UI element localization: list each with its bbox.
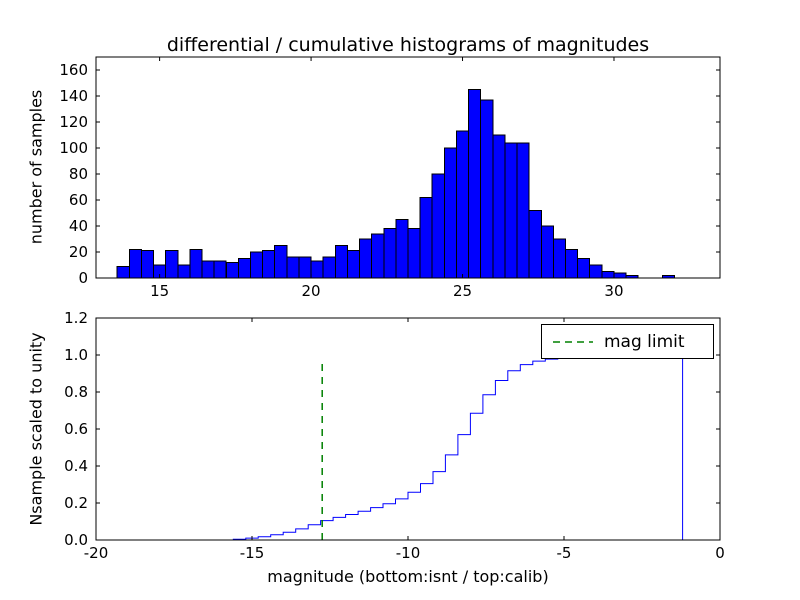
y-tick-label: 120 xyxy=(59,113,88,131)
histogram-bar xyxy=(128,248,142,279)
histogram-bar xyxy=(286,256,300,279)
histogram-bar xyxy=(334,245,348,279)
differential-histogram-axes: 15 20 25 30 0 20 40 60 80 100 120 140 160 xyxy=(59,56,721,300)
histogram-bar xyxy=(613,272,627,279)
histogram-bar xyxy=(516,142,530,279)
x-tick-label: 20 xyxy=(302,282,321,300)
x-tick-label: 25 xyxy=(453,282,472,300)
histogram-bar xyxy=(201,260,215,279)
histogram-bar xyxy=(250,251,264,279)
y-tick-label: 160 xyxy=(59,61,88,79)
histogram-bar xyxy=(577,258,591,279)
chart-title: differential / cumulative histograms of … xyxy=(166,34,650,56)
histogram-bar xyxy=(528,209,542,279)
histogram-bar xyxy=(407,228,421,279)
y-tick-label: 20 xyxy=(69,243,88,261)
y-tick-label: 0.0 xyxy=(64,531,88,549)
y-tick-label: 60 xyxy=(69,191,88,209)
x-tick-label: 30 xyxy=(604,282,623,300)
x-tick-label: 15 xyxy=(150,282,169,300)
histogram-bar xyxy=(601,271,615,279)
histogram-bar xyxy=(492,134,506,279)
histogram-bar xyxy=(565,248,579,279)
y-tick-label: 0 xyxy=(78,269,88,287)
histogram-bar xyxy=(456,130,470,279)
legend: mag limit xyxy=(541,324,714,359)
histogram-bar xyxy=(431,173,445,279)
histogram-bar xyxy=(262,250,276,279)
histogram-bar xyxy=(213,260,227,279)
y-tick-label: 0.4 xyxy=(64,457,88,475)
x-tick-label: -15 xyxy=(240,544,265,562)
histogram-bar xyxy=(177,264,191,279)
histogram-bar xyxy=(237,258,251,279)
y-tick-label: 0.8 xyxy=(64,383,88,401)
y-tick-label: 0.6 xyxy=(64,420,88,438)
histogram-bar xyxy=(346,250,360,279)
histogram-bar xyxy=(540,225,554,279)
cumulative-step-line xyxy=(232,354,684,540)
y-tick-label: 1.0 xyxy=(64,346,88,364)
histogram-bar xyxy=(504,142,518,279)
x-tick-label: -10 xyxy=(396,544,421,562)
histogram-bar xyxy=(443,147,457,279)
histogram-bar xyxy=(274,245,288,279)
histogram-bar xyxy=(552,238,567,279)
x-tick-label: 0 xyxy=(715,544,725,562)
histogram-bar xyxy=(395,219,409,279)
histogram-bar xyxy=(480,99,494,279)
x-tick-label: -20 xyxy=(84,544,109,562)
y-tick-label: 0.2 xyxy=(64,494,88,512)
histogram-bar xyxy=(225,261,239,279)
histogram-bar xyxy=(419,196,433,279)
histogram-bar xyxy=(165,250,179,279)
x-axis-label: magnitude (bottom:isnt / top:calib) xyxy=(267,567,549,586)
legend-dashed-line-sample xyxy=(553,340,593,343)
y-tick-label: 80 xyxy=(69,165,88,183)
x-tick-label: -5 xyxy=(557,544,572,562)
y-tick-label: 1.2 xyxy=(64,309,88,327)
histogram-bar xyxy=(468,89,482,279)
histogram-bar xyxy=(140,250,154,279)
histogram-bar xyxy=(189,248,203,279)
histogram-bar xyxy=(371,233,385,279)
histogram-bar xyxy=(589,264,603,279)
histogram-bar xyxy=(310,260,324,279)
histogram-bar xyxy=(298,256,312,279)
histogram-bar xyxy=(322,256,336,279)
y-tick-label: 100 xyxy=(59,139,88,157)
histogram-bar xyxy=(359,238,373,279)
histogram-bar xyxy=(383,228,397,279)
legend-label: mag limit xyxy=(604,331,685,352)
axes-frame xyxy=(95,56,721,279)
histogram-bar xyxy=(116,265,130,279)
y-tick-label: 140 xyxy=(59,87,88,105)
y-tick-label: 40 xyxy=(69,217,88,235)
